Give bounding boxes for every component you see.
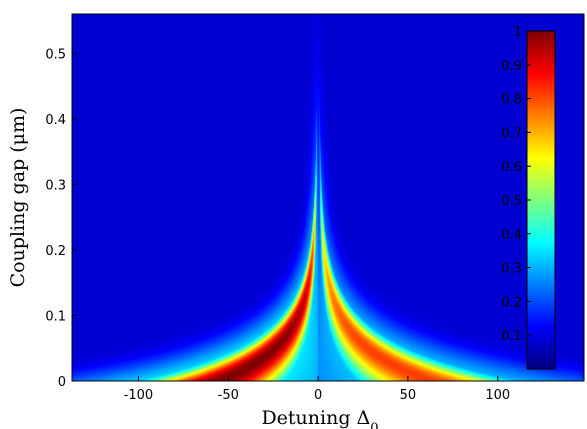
x-axis-label: Detuning Δ0 bbox=[261, 407, 378, 429]
x-axis-ticks: -100 -50 0 50 100 bbox=[124, 376, 510, 403]
colorbar-tick-label: 0.5 bbox=[501, 194, 522, 209]
y-axis-ticks: 0 0.1 0.2 0.3 0.4 0.5 bbox=[45, 47, 77, 390]
colorbar-tick-label: 1 bbox=[514, 25, 522, 40]
colorbar-ticks: 0.1 0.2 0.3 0.4 0.5 0.6 0.7 0.8 0.9 1 bbox=[501, 25, 531, 344]
y-tick-label: 0.5 bbox=[45, 47, 66, 62]
colorbar-tick-label: 0.2 bbox=[501, 295, 522, 310]
colorbar-tick-label: 0.9 bbox=[501, 59, 522, 74]
colorbar-tick-label: 0.4 bbox=[501, 228, 522, 243]
colorbar-tick-label: 0.8 bbox=[501, 93, 522, 108]
heatmap-image bbox=[72, 14, 584, 381]
x-axis-label-subscript: 0 bbox=[370, 421, 378, 429]
y-tick-label: 0.1 bbox=[45, 309, 66, 324]
y-tick-label: 0.4 bbox=[45, 113, 66, 128]
x-tick-label: -50 bbox=[218, 388, 239, 403]
colorbar-tick-label: 0.1 bbox=[501, 329, 522, 344]
colorbar-tick-label: 0.3 bbox=[501, 262, 522, 277]
x-tick-label: -100 bbox=[124, 388, 154, 403]
y-tick-label: 0 bbox=[58, 375, 66, 390]
colorbar-image bbox=[527, 31, 555, 369]
x-tick-label: 50 bbox=[400, 388, 417, 403]
plot-frame bbox=[71, 13, 585, 382]
x-tick-label: 0 bbox=[314, 388, 322, 403]
x-axis-label-text: Detuning Δ bbox=[261, 407, 370, 429]
y-tick-label: 0.3 bbox=[45, 178, 66, 193]
colorbar-tick-label: 0.6 bbox=[501, 160, 522, 175]
x-tick-label: 100 bbox=[485, 388, 510, 403]
colorbar-tick-label: 0.7 bbox=[501, 126, 522, 141]
y-tick-label: 0.2 bbox=[45, 244, 66, 259]
y-axis-label: Coupling gap (μm) bbox=[7, 108, 29, 288]
